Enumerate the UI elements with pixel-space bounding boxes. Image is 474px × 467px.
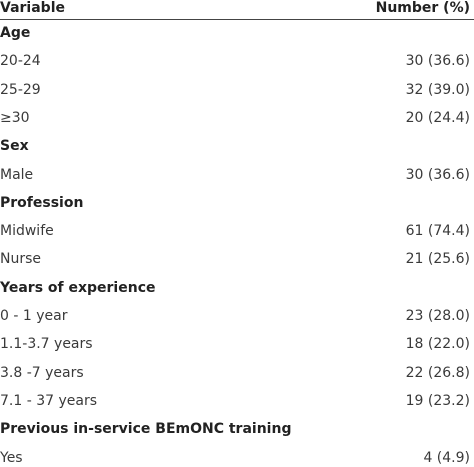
header-cell: Variable	[0, 0, 65, 16]
cell: 20-24	[0, 53, 41, 70]
cell: 18 (22.0)	[405, 336, 470, 353]
data-row: 7.1 - 37 years 19 (23.2)	[0, 387, 474, 415]
group-title: Previous in-service BEmONC training	[0, 421, 292, 438]
cell: 4 (4.9)	[423, 449, 470, 466]
cell: 3.8 -7 years	[0, 364, 84, 381]
cell: 0 - 1 year	[0, 308, 68, 324]
data-row: 3.8 -7 years 22 (26.8)	[0, 359, 474, 387]
cell: 32 (39.0)	[405, 81, 470, 98]
cell: 61 (74.4)	[405, 223, 470, 240]
cell: 22 (26.8)	[405, 364, 470, 381]
cell: 7.1 - 37 years	[0, 392, 98, 409]
cell: Yes	[0, 449, 23, 466]
cell: Midwife	[0, 223, 54, 240]
group-row: Age	[0, 19, 474, 47]
cell: 19 (23.2)	[405, 392, 470, 409]
group-row: Sex	[0, 132, 474, 160]
cell: Male	[0, 166, 34, 183]
cell: ≥30	[0, 109, 30, 126]
data-row: Yes 4 (4.9)	[0, 444, 474, 467]
group-title: Sex	[0, 138, 29, 155]
data-row: 20-24 30 (36.6)	[0, 47, 474, 75]
cell: 30 (36.6)	[405, 166, 470, 183]
cell: Nurse	[0, 251, 42, 268]
data-row: 25-29 32 (39.0)	[0, 76, 474, 104]
data-row: Male 30 (36.6)	[0, 161, 474, 189]
group-row: Previous in-service BEmONC training	[0, 415, 474, 443]
group-title: Age	[0, 25, 31, 41]
cell: 30 (36.6)	[405, 53, 470, 70]
data-row: 1.1-3.7 years 18 (22.0)	[0, 330, 474, 358]
data-row: Nurse 21 (25.6)	[0, 245, 474, 273]
group-row: Profession	[0, 189, 474, 217]
cell: 20 (24.4)	[405, 109, 470, 126]
group-title: Years of experience	[0, 279, 156, 296]
cell: 25-29	[0, 81, 41, 98]
header-rule	[0, 19, 474, 20]
cell: 21 (25.6)	[405, 251, 470, 268]
cell: 1.1-3.7 years	[0, 336, 93, 353]
data-row: ≥30 20 (24.4)	[0, 104, 474, 132]
group-title: Profession	[0, 194, 84, 211]
group-row: Years of experience	[0, 274, 474, 302]
data-row: Midwife 61 (74.4)	[0, 217, 474, 245]
header-cell: Number (%)	[375, 0, 470, 16]
header-row: Variable Number (%)	[0, 0, 474, 22]
cell: 23 (28.0)	[405, 308, 470, 324]
data-row: 0 - 1 year 23 (28.0)	[0, 302, 474, 330]
